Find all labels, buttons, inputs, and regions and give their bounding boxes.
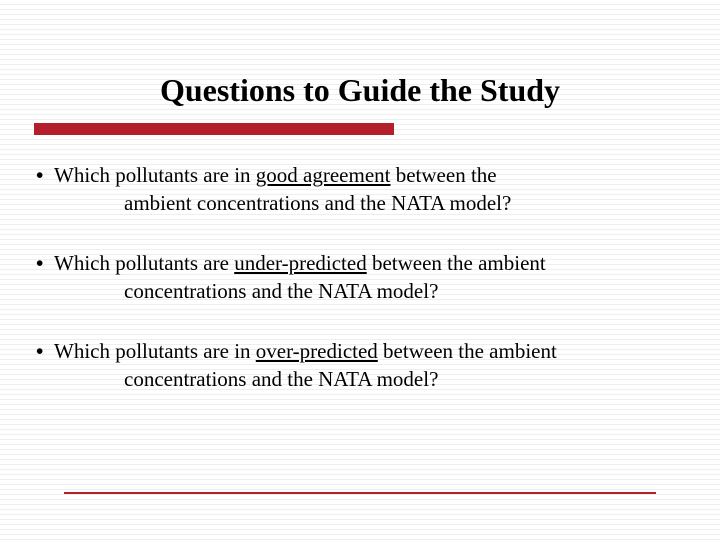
bullet-item: • Which pollutants are in over-predicted… [36,337,680,393]
bullet-marker: • [36,161,54,189]
bullet-post: between the ambient [378,339,557,363]
bullet-pre: Which pollutants are in [54,339,256,363]
bullet-text: Which pollutants are in over-predicted b… [54,337,680,393]
bullet-marker: • [36,337,54,365]
footer-accent-line [64,492,656,494]
bullet-item: • Which pollutants are in good agreement… [36,161,680,217]
bullet-underlined: under-predicted [234,251,367,275]
bullet-post: between the [390,163,496,187]
bullet-item: • Which pollutants are under-predicted b… [36,249,680,305]
bullet-text: Which pollutants are in good agreement b… [54,161,680,217]
bullet-underlined: over-predicted [256,339,378,363]
bullet-pre: Which pollutants are [54,251,234,275]
bullet-line2: ambient concentrations and the NATA mode… [54,189,680,217]
bullet-line2: concentrations and the NATA model? [54,277,680,305]
bullet-list: • Which pollutants are in good agreement… [30,161,690,393]
bullet-marker: • [36,249,54,277]
bullet-underlined: good agreement [256,163,391,187]
bullet-line2: concentrations and the NATA model? [54,365,680,393]
bullet-post: between the ambient [367,251,546,275]
slide-title: Questions to Guide the Study [30,72,690,109]
bullet-pre: Which pollutants are in [54,163,256,187]
bullet-text: Which pollutants are under-predicted bet… [54,249,680,305]
title-accent-bar [34,123,394,135]
slide: Questions to Guide the Study • Which pol… [0,0,720,540]
